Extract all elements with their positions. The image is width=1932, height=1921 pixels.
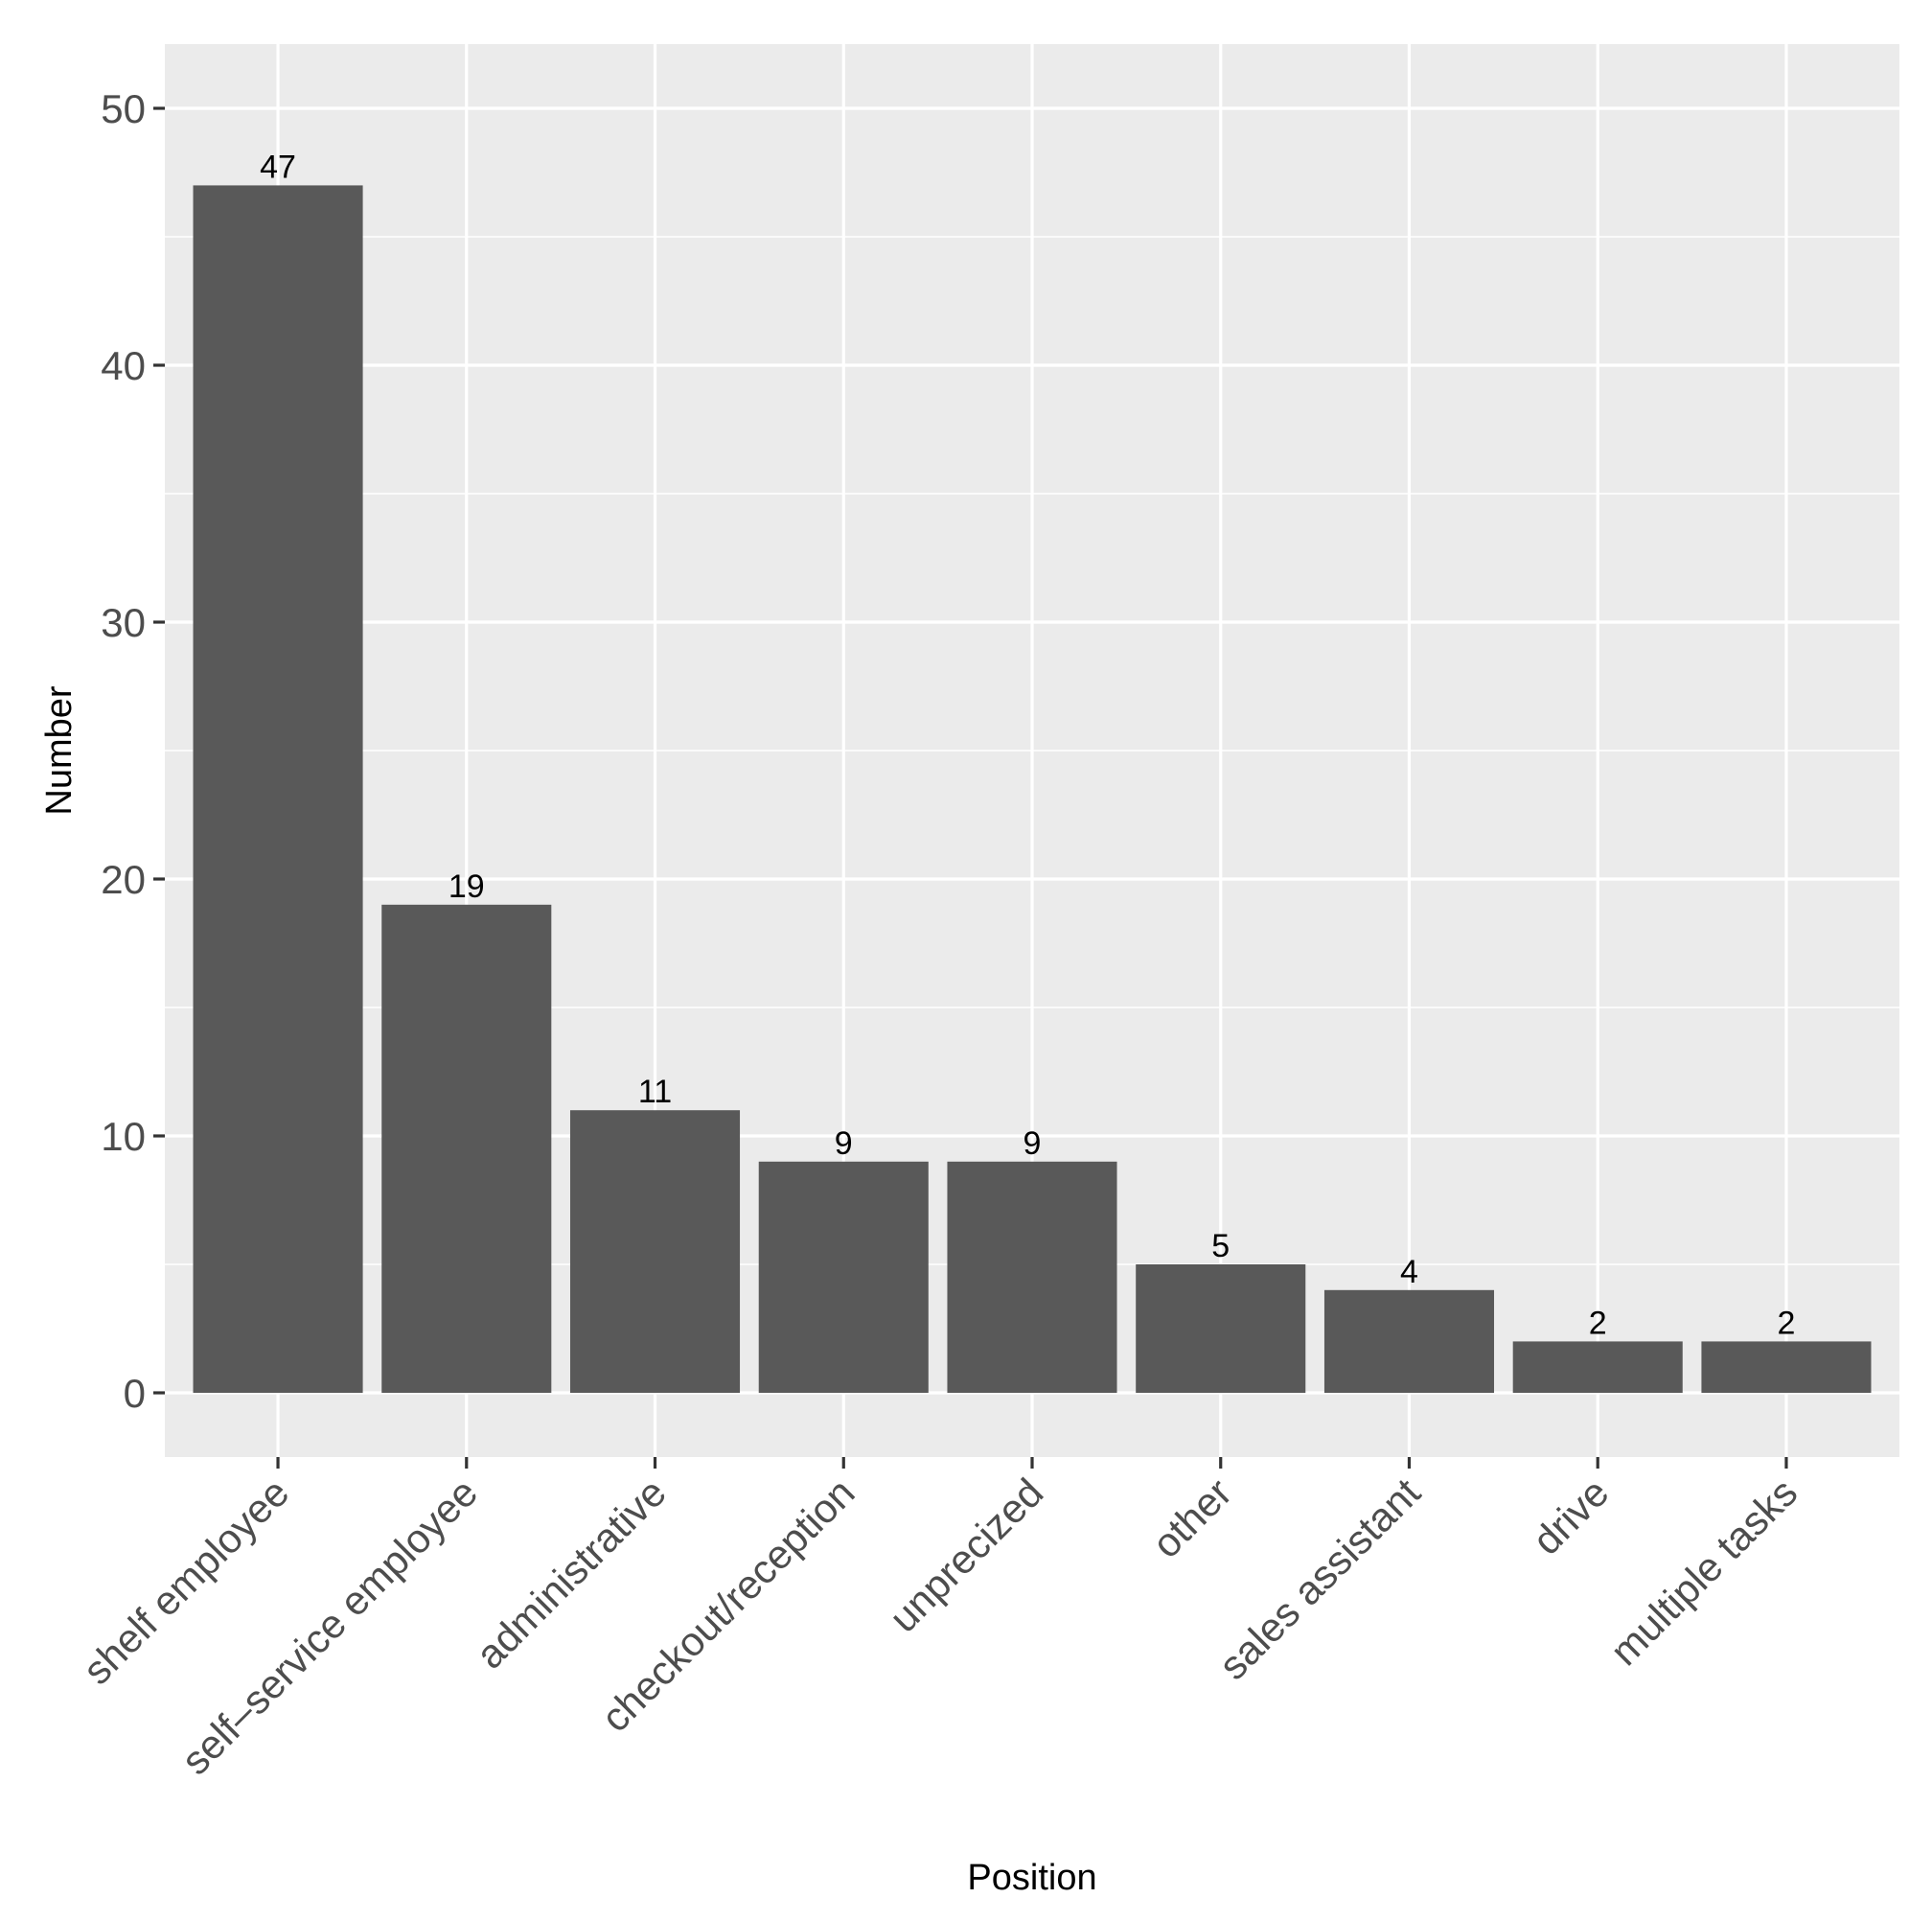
data-label: 9: [835, 1125, 853, 1162]
y-axis-title: Number: [39, 685, 80, 815]
data-label: 2: [1589, 1305, 1607, 1341]
data-label: 11: [638, 1074, 672, 1110]
y-tick-label: 30: [101, 600, 146, 645]
data-label: 4: [1400, 1254, 1418, 1290]
data-label: 47: [260, 149, 296, 185]
bar: [1512, 1341, 1683, 1393]
y-tick-label: 40: [101, 343, 146, 388]
bars: [193, 185, 1872, 1393]
y-tick-label: 10: [101, 1114, 146, 1159]
bar: [758, 1161, 929, 1393]
bar: [1323, 1289, 1495, 1393]
data-label: 2: [1777, 1305, 1795, 1341]
bar: [381, 904, 552, 1393]
x-axis-title: Position: [967, 1858, 1096, 1898]
y-axis: 0 10 20 30 40 50: [101, 86, 165, 1416]
bar: [1136, 1264, 1306, 1393]
bar: [1701, 1341, 1872, 1393]
data-label: 9: [1024, 1125, 1042, 1162]
data-labels: 47 19 11 9 9 5 4 2 2: [260, 149, 1795, 1341]
y-tick-label: 0: [124, 1371, 146, 1416]
bar: [193, 185, 363, 1393]
y-tick-label: 20: [101, 857, 146, 902]
data-label: 5: [1211, 1228, 1230, 1264]
bar: [947, 1161, 1117, 1393]
y-tick-label: 50: [101, 86, 146, 131]
bar: [569, 1110, 741, 1393]
data-label: 19: [448, 868, 485, 905]
